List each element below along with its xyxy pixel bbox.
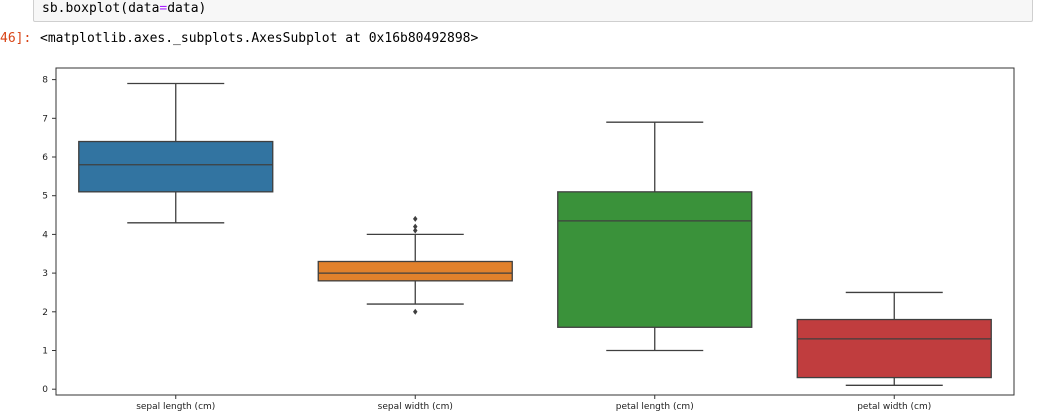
x-axis: sepal length (cm) sepal width (cm) petal l…	[136, 395, 931, 412]
y-tick-label-8: 8	[42, 76, 48, 86]
y-tick-label-4: 4	[42, 230, 48, 240]
outlier-point-2	[413, 223, 418, 230]
iqr-box	[796, 318, 992, 379]
boxes-group	[78, 82, 992, 386]
box-2	[557, 121, 753, 352]
y-tick-label-3: 3	[42, 269, 48, 279]
iqr-box	[78, 140, 274, 193]
y-tick-label-7: 7	[42, 114, 48, 124]
box-1	[317, 215, 513, 315]
x-tick-label-2: petal length (cm)	[616, 402, 694, 412]
boxplot-chart: 0 1 2 3 4 5 6 7 8 sepal length (cm) sepal width (…	[42, 67, 1015, 412]
iqr-box	[317, 260, 513, 282]
code-suffix: data)	[167, 1, 207, 16]
output-prompt: 46]:	[0, 31, 32, 46]
y-tick-label-5: 5	[42, 192, 48, 202]
code-input-cell[interactable]: sb.boxplot(data=data)	[33, 0, 1033, 22]
outlier-point-1	[413, 227, 418, 234]
outlier-point-0	[413, 308, 418, 315]
x-tick-label-1: sepal width (cm)	[378, 402, 453, 412]
code-text: sb.boxplot(data=data)	[42, 1, 206, 16]
box-3	[796, 291, 992, 386]
y-tick-label-0: 0	[42, 385, 48, 395]
iqr-box	[557, 191, 753, 328]
y-tick-label-2: 2	[42, 308, 48, 318]
x-tick-label-0: sepal length (cm)	[136, 402, 215, 412]
code-prefix: sb.boxplot(data	[42, 1, 160, 16]
x-tick-label-3: petal width (cm)	[857, 402, 931, 412]
box-0	[78, 82, 274, 224]
y-axis: 0 1 2 3 4 5 6 7 8	[42, 76, 56, 395]
output-repr: <matplotlib.axes._subplots.AxesSubplot a…	[40, 31, 479, 46]
outlier-point-3	[413, 215, 418, 222]
y-tick-label-6: 6	[42, 153, 48, 163]
y-tick-label-1: 1	[42, 346, 48, 356]
code-equals-operator: =	[159, 1, 168, 16]
